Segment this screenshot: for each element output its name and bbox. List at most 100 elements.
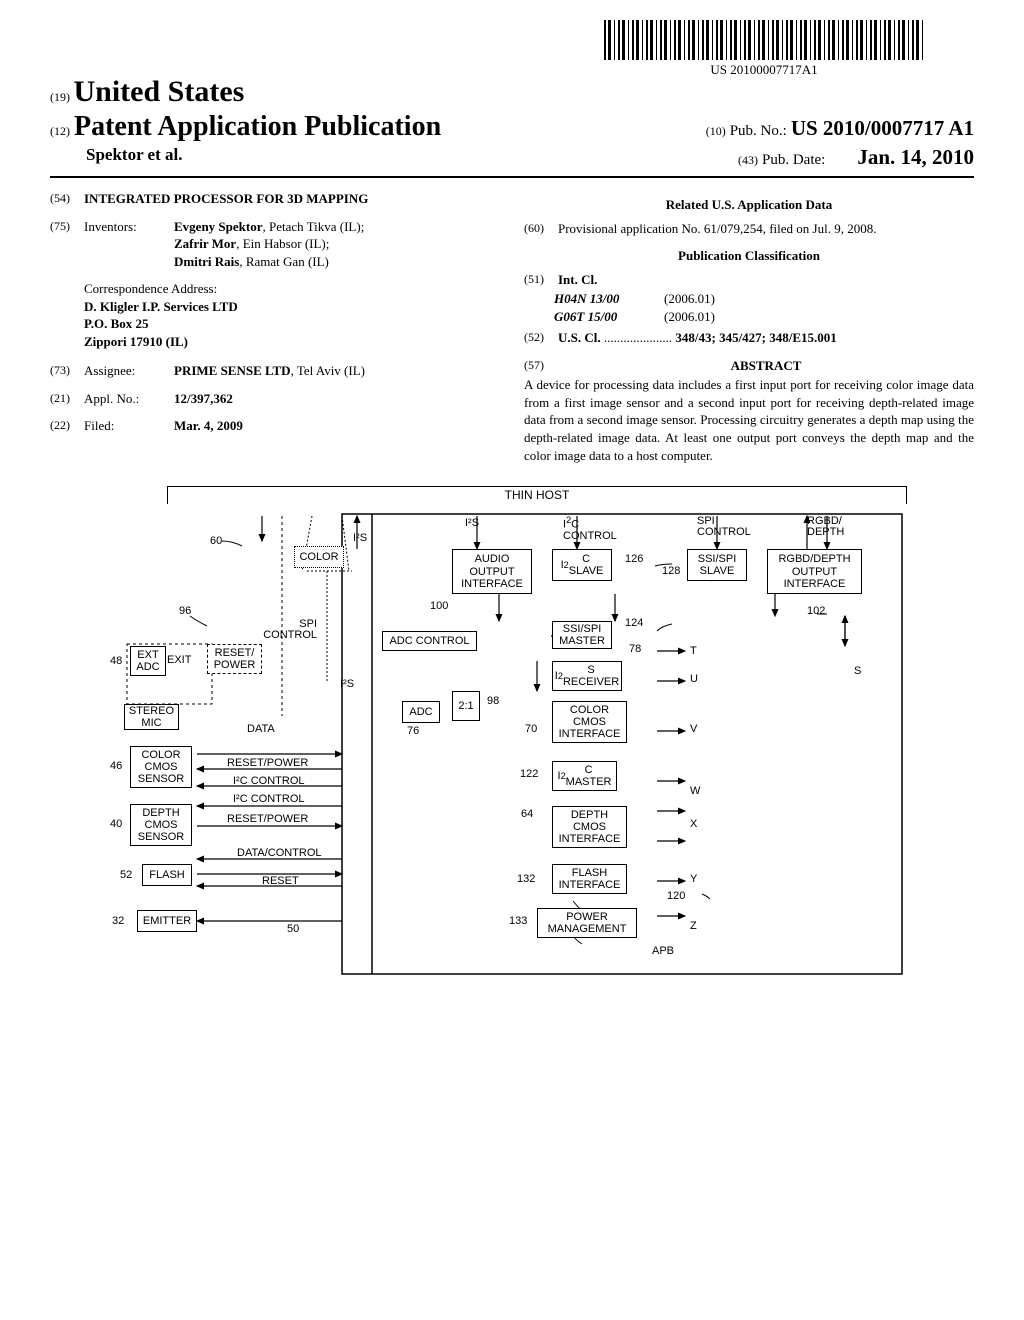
inventor-2: Zafrir Mor (174, 236, 236, 251)
related-heading: Related U.S. Application Data (524, 196, 974, 214)
pubdate-prefix: (43) (738, 153, 758, 167)
uscl-dots: ..................... (601, 330, 673, 345)
classification-heading: Publication Classification (524, 247, 974, 265)
label-u: U (690, 674, 698, 685)
label-y: Y (690, 874, 697, 885)
inventor-1: Evgeny Spektor (174, 219, 262, 234)
box-i2c-slave: I2CSLAVE (552, 549, 612, 581)
intcl-1-code: H04N 13/00 (524, 290, 664, 308)
inventors-num: (75) (50, 218, 84, 271)
label-reset-power-1: RESET/POWER (227, 758, 308, 769)
box-stereo-mic: STEREOMIC (124, 704, 179, 730)
provisional-num: (60) (524, 220, 558, 238)
appl-num: (21) (50, 390, 84, 408)
ref-124: 124 (625, 618, 643, 629)
appl-label: Appl. No.: (84, 390, 174, 408)
label-i2c-control-top: I2CCONTROL (563, 516, 617, 542)
box-adc-control: ADC CONTROL (382, 631, 477, 651)
label-x: X (690, 819, 697, 830)
block-diagram: THIN HOST (107, 486, 917, 986)
ref-96: 96 (179, 606, 191, 617)
box-ssi-spi-master: SSI/SPIMASTER (552, 621, 612, 649)
box-power-management: POWERMANAGEMENT (537, 908, 637, 938)
barcode-label: US 20100007717A1 (604, 62, 924, 78)
patent-header: (19) United States (12) Patent Applicati… (50, 75, 974, 178)
label-i2c-control-2: I²C CONTROL (233, 794, 305, 805)
box-color-cmos-interface: COLORCMOSINTERFACE (552, 701, 627, 743)
ref-46: 46 (110, 761, 122, 772)
label-spi-control-left: SPICONTROL (257, 619, 317, 641)
pubno-label: Pub. No.: (730, 123, 787, 139)
assignee-name: PRIME SENSE LTD (174, 363, 291, 378)
label-reset: RESET (262, 876, 299, 887)
ref-40: 40 (110, 819, 122, 830)
ref-128: 128 (662, 566, 680, 577)
inventor-1-loc: , Petach Tikva (IL); (262, 219, 364, 234)
box-i2s-receiver: I2SRECEIVER (552, 661, 622, 691)
assignee-val: PRIME SENSE LTD, Tel Aviv (IL) (174, 362, 500, 380)
assignee-loc: , Tel Aviv (IL) (291, 363, 365, 378)
uscl-line: U.S. Cl. ..................... 348/43; 3… (558, 329, 974, 347)
label-rgbd-depth-top: RGBD/DEPTH (807, 516, 844, 538)
left-column: (54) INTEGRATED PROCESSOR FOR 3D MAPPING… (50, 190, 500, 464)
box-reset-power: RESET/POWER (207, 644, 262, 674)
ref-50: 50 (287, 924, 299, 935)
ref-64: 64 (521, 809, 533, 820)
intcl-label: Int. Cl. (558, 271, 974, 289)
label-v: V (690, 724, 697, 735)
ref-76: 76 (407, 726, 419, 737)
country-prefix: (19) (50, 90, 70, 104)
box-adc: ADC (402, 701, 440, 723)
filed-num: (22) (50, 417, 84, 435)
label-apb: APB (652, 946, 674, 957)
provisional-text: Provisional application No. 61/079,254, … (558, 220, 974, 238)
assignee-num: (73) (50, 362, 84, 380)
intcl-1-ver: (2006.01) (664, 290, 715, 308)
uscl-label: U.S. Cl. (558, 330, 601, 345)
label-data-left: DATA (247, 724, 275, 735)
label-spi-control-top: SPICONTROL (697, 516, 751, 538)
pubdate: Jan. 14, 2010 (857, 145, 974, 169)
barcode-graphic (604, 20, 924, 60)
label-s: S (854, 666, 861, 677)
ref-48: 48 (110, 656, 122, 667)
inventor-3-loc: , Ramat Gan (IL) (239, 254, 329, 269)
uscl-val: 348/43; 345/427; 348/E15.001 (675, 330, 836, 345)
box-depth-cmos-interface: DEPTHCMOSINTERFACE (552, 806, 627, 848)
authors: Spektor et al. (50, 145, 183, 170)
ref-100: 100 (430, 601, 448, 612)
inventor-2-loc: , Ein Habsor (IL); (236, 236, 329, 251)
inventors-label: Inventors: (84, 218, 174, 271)
abstract-text: A device for processing data includes a … (524, 376, 974, 464)
label-t: T (690, 646, 697, 657)
box-color-top: COLOR (294, 546, 344, 568)
barcode-block: US 20100007717A1 (604, 20, 924, 78)
ref-32: 32 (112, 916, 124, 927)
box-rgbd-depth-output-interface: RGBD/DEPTHOUTPUTINTERFACE (767, 549, 862, 594)
pubtype: Patent Application Publication (74, 111, 441, 142)
label-w: W (690, 786, 700, 797)
intcl-2-code: G06T 15/00 (524, 308, 664, 326)
abstract-label: ABSTRACT (558, 357, 974, 375)
box-depth-cmos-sensor: DEPTHCMOSSENSOR (130, 804, 192, 846)
filed-label: Filed: (84, 417, 174, 435)
abstract-num: (57) (524, 357, 558, 375)
box-flash-52: FLASH (142, 864, 192, 886)
ref-78: 78 (629, 644, 641, 655)
label-exit: EXIT (167, 655, 191, 666)
box-i2c-master: I2CMASTER (552, 761, 617, 791)
label-i2c-control-1: I²C CONTROL (233, 776, 305, 787)
uscl-num: (52) (524, 329, 558, 347)
correspondence-label: Correspondence Address: (84, 280, 500, 298)
ref-98: 98 (487, 696, 499, 707)
box-ext-adc: EXTADC (130, 646, 166, 676)
ref-132: 132 (517, 874, 535, 885)
ref-52: 52 (120, 870, 132, 881)
inventor-3: Dmitri Rais (174, 254, 239, 269)
box-ssi-spi-slave: SSI/SPISLAVE (687, 549, 747, 581)
box-audio-output-interface: AUDIOOUTPUTINTERFACE (452, 549, 532, 594)
label-i2s-2: I²S (465, 518, 479, 529)
ref-120: 120 (667, 891, 685, 902)
label-data-control: DATA/CONTROL (237, 848, 322, 859)
ref-126: 126 (625, 554, 643, 565)
